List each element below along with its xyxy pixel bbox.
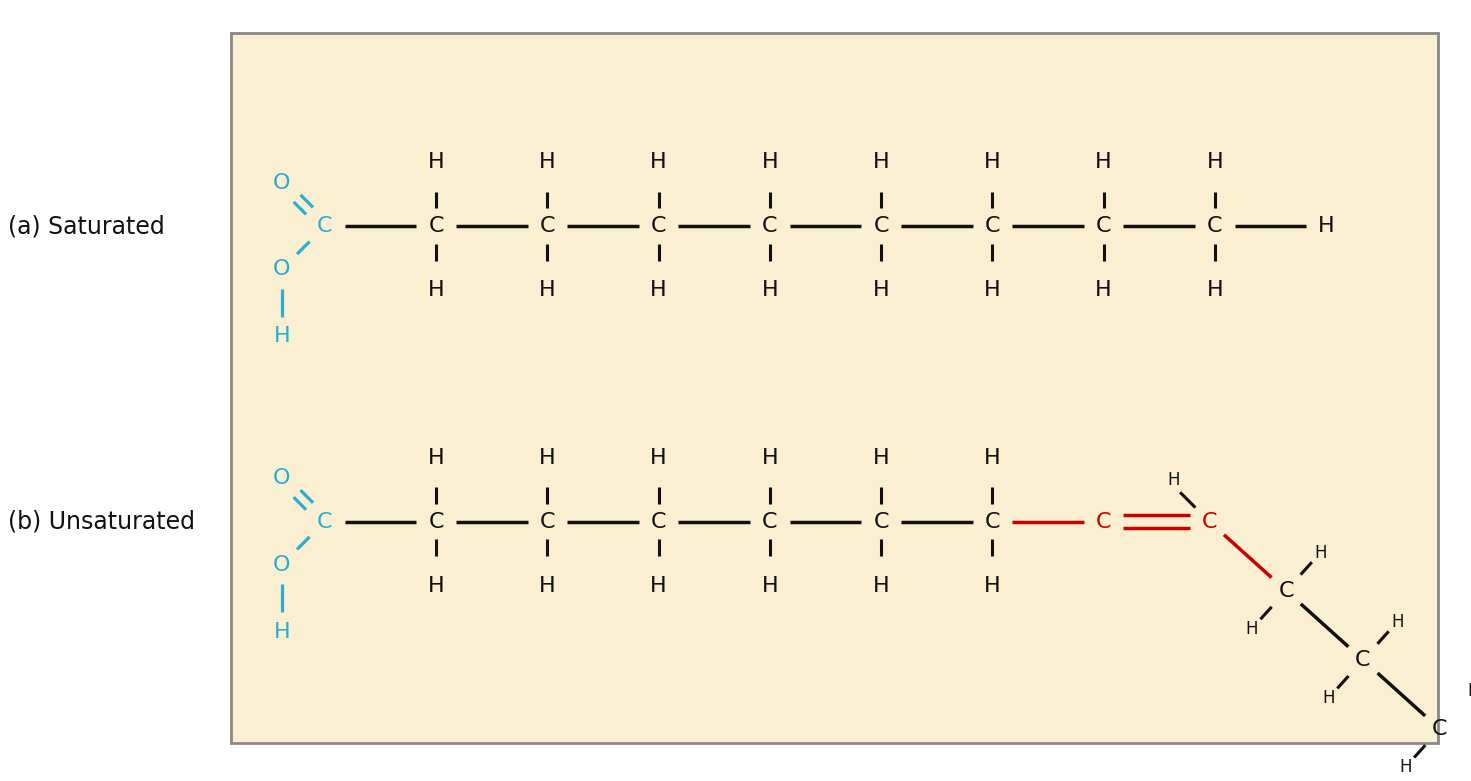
Text: C: C	[1278, 581, 1294, 601]
Text: H: H	[984, 152, 1000, 172]
Text: O: O	[274, 555, 290, 575]
Text: H: H	[1246, 620, 1258, 638]
Text: H: H	[762, 280, 778, 300]
Text: H: H	[650, 576, 666, 596]
Text: H: H	[872, 152, 890, 172]
Text: C: C	[1355, 650, 1371, 670]
Text: H: H	[872, 576, 890, 596]
Text: H: H	[984, 576, 1000, 596]
Text: H: H	[428, 152, 444, 172]
Text: C: C	[1208, 216, 1222, 236]
Text: H: H	[1322, 689, 1336, 707]
Text: H: H	[538, 152, 556, 172]
Text: H: H	[1399, 758, 1412, 776]
Text: C: C	[874, 512, 888, 532]
Text: H: H	[762, 152, 778, 172]
Text: C: C	[1202, 512, 1217, 532]
Text: O: O	[274, 173, 290, 193]
Text: H: H	[1468, 682, 1471, 700]
Text: O: O	[274, 259, 290, 280]
Text: C: C	[318, 216, 332, 236]
Text: H: H	[1096, 152, 1112, 172]
Text: H: H	[872, 448, 890, 468]
Text: C: C	[428, 512, 444, 532]
Text: H: H	[1206, 152, 1224, 172]
Text: H: H	[762, 576, 778, 596]
Text: C: C	[428, 216, 444, 236]
Text: H: H	[650, 152, 666, 172]
Text: H: H	[1318, 216, 1334, 236]
Text: H: H	[1167, 472, 1180, 490]
Text: H: H	[1314, 544, 1327, 562]
Text: H: H	[1392, 613, 1403, 631]
Text: H: H	[538, 280, 556, 300]
Text: (a) Saturated: (a) Saturated	[7, 214, 165, 238]
Text: H: H	[274, 622, 290, 642]
Text: C: C	[1096, 216, 1112, 236]
Text: C: C	[762, 216, 778, 236]
Text: H: H	[538, 576, 556, 596]
Text: C: C	[318, 512, 332, 532]
Text: H: H	[984, 448, 1000, 468]
Text: H: H	[1096, 280, 1112, 300]
Text: O: O	[274, 469, 290, 488]
Text: H: H	[762, 448, 778, 468]
Text: H: H	[650, 448, 666, 468]
Text: C: C	[1433, 719, 1447, 739]
Text: C: C	[650, 216, 666, 236]
Text: C: C	[650, 512, 666, 532]
Text: H: H	[538, 448, 556, 468]
Text: C: C	[1096, 512, 1112, 532]
Text: H: H	[428, 448, 444, 468]
Text: C: C	[984, 512, 1000, 532]
Text: C: C	[984, 216, 1000, 236]
Text: C: C	[540, 216, 555, 236]
Text: C: C	[540, 512, 555, 532]
Text: H: H	[872, 280, 890, 300]
Text: H: H	[984, 280, 1000, 300]
Text: H: H	[1206, 280, 1224, 300]
Text: (b) Unsaturated: (b) Unsaturated	[7, 509, 194, 533]
Text: C: C	[874, 216, 888, 236]
Text: H: H	[650, 280, 666, 300]
Text: C: C	[762, 512, 778, 532]
FancyBboxPatch shape	[231, 34, 1439, 743]
Text: H: H	[428, 280, 444, 300]
Text: H: H	[274, 326, 290, 346]
Text: H: H	[428, 576, 444, 596]
